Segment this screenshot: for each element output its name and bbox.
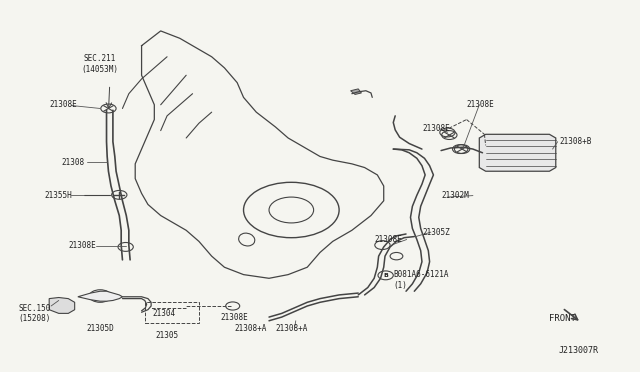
Text: 21304: 21304 <box>152 309 175 318</box>
Text: 21308E: 21308E <box>467 100 494 109</box>
Text: 21308+A: 21308+A <box>275 324 307 333</box>
Text: 21308+A: 21308+A <box>234 324 266 333</box>
Text: B081A6-6121A
(1): B081A6-6121A (1) <box>394 270 449 290</box>
Text: 21305D: 21305D <box>86 324 114 333</box>
Text: 21308: 21308 <box>62 157 85 167</box>
Text: 21308E: 21308E <box>49 100 77 109</box>
Text: 21302M: 21302M <box>441 191 469 200</box>
Text: 21355H: 21355H <box>45 191 72 200</box>
Text: 21305: 21305 <box>156 331 179 340</box>
Text: SEC.211
(14053M): SEC.211 (14053M) <box>82 54 118 74</box>
Text: 21308E: 21308E <box>68 241 96 250</box>
Text: SEC.150
(15208): SEC.150 (15208) <box>19 304 51 323</box>
Text: 21308+B: 21308+B <box>559 137 591 146</box>
Polygon shape <box>351 89 362 94</box>
Text: FRONT: FRONT <box>548 314 575 323</box>
Polygon shape <box>78 291 122 301</box>
Text: 21308E: 21308E <box>220 312 248 321</box>
Text: 21308E: 21308E <box>422 124 450 133</box>
Text: 21305Z: 21305Z <box>422 228 450 237</box>
Text: J213007R: J213007R <box>558 346 598 355</box>
Text: B: B <box>383 273 388 278</box>
Polygon shape <box>49 298 75 313</box>
Polygon shape <box>479 134 556 171</box>
Text: 21308E: 21308E <box>374 235 402 244</box>
